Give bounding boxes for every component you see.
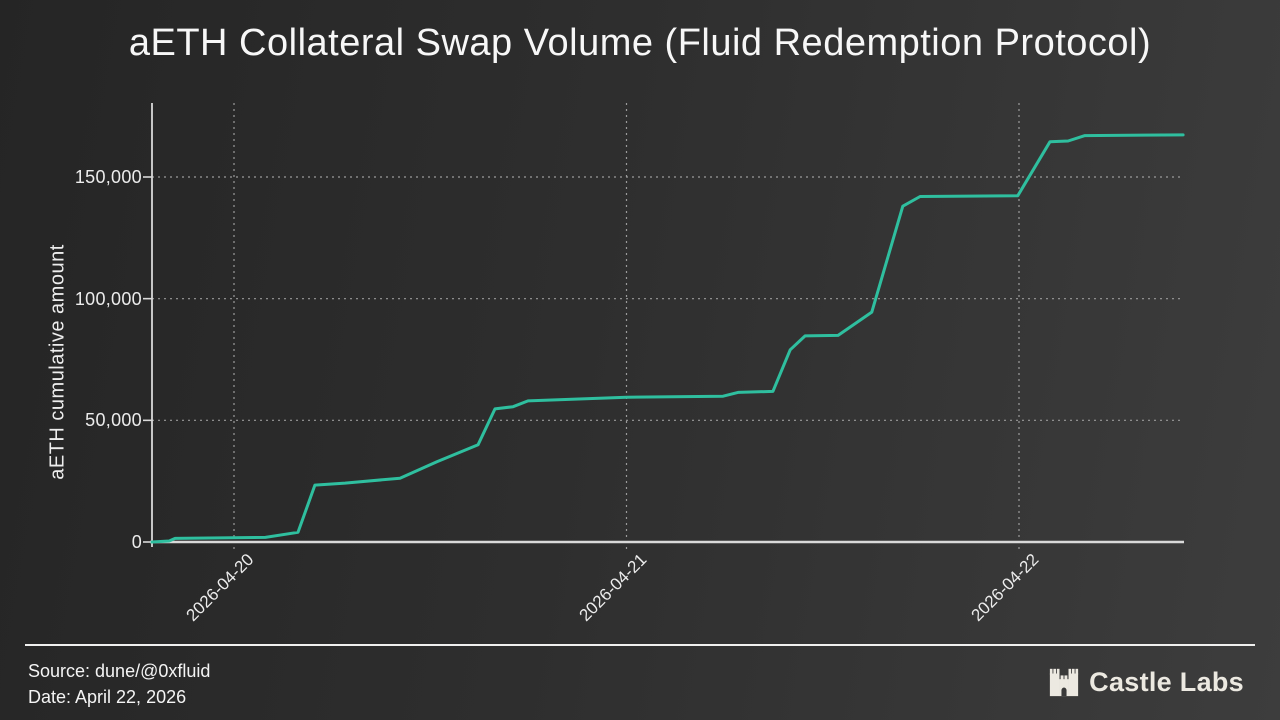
footer-divider bbox=[25, 644, 1255, 646]
y-tick-label: 150,000 bbox=[74, 167, 142, 187]
castle-icon bbox=[1050, 668, 1079, 697]
chart-title: aETH Collateral Swap Volume (Fluid Redem… bbox=[128, 22, 1152, 64]
source-text: Source: dune/@0xfluid bbox=[28, 661, 211, 681]
date-text: Date: April 22, 2026 bbox=[28, 687, 187, 707]
y-tick-label: 0 bbox=[131, 532, 142, 552]
logo-text: Castle Labs bbox=[1089, 666, 1244, 697]
y-axis-label: aETH cumulative amount bbox=[46, 244, 69, 480]
y-tick-label: 50,000 bbox=[85, 410, 142, 431]
y-tick-label: 100,000 bbox=[74, 288, 142, 309]
castle-labs-logo: Castle Labs bbox=[1048, 662, 1244, 702]
data-line bbox=[150, 133, 1185, 544]
